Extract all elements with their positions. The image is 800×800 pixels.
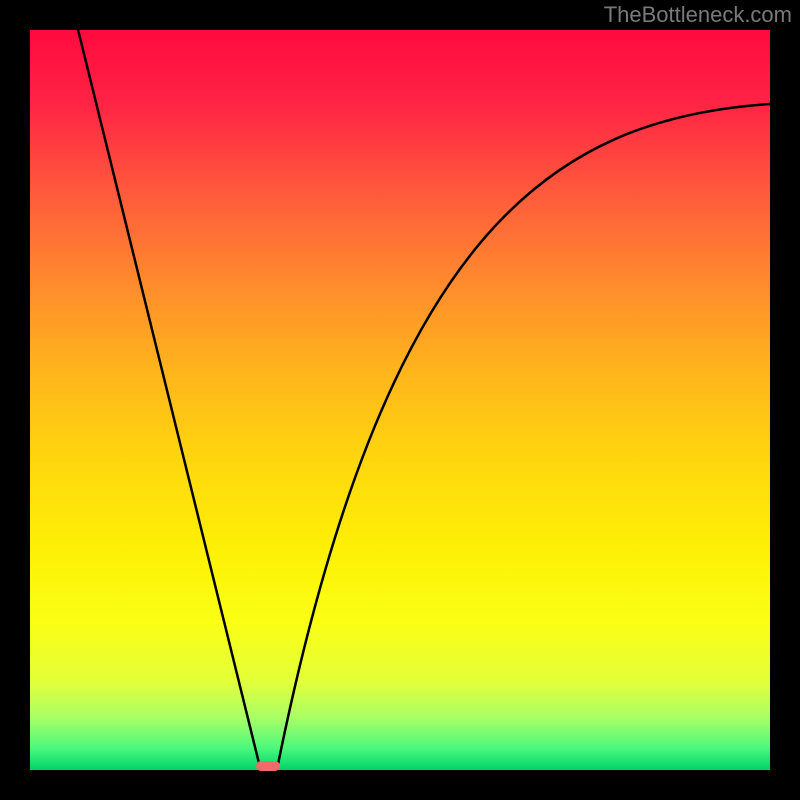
optimum-marker bbox=[256, 761, 280, 771]
watermark-text: TheBottleneck.com bbox=[604, 2, 792, 28]
curve-path bbox=[78, 30, 770, 765]
chart-frame: TheBottleneck.com bbox=[0, 0, 800, 800]
plot-area bbox=[30, 30, 770, 770]
bottleneck-curve bbox=[30, 30, 770, 770]
